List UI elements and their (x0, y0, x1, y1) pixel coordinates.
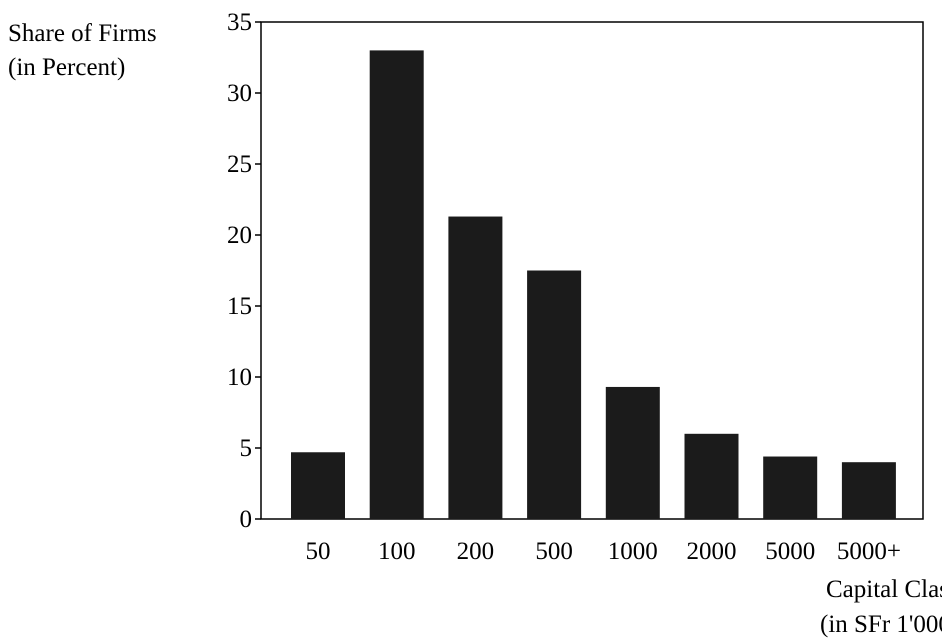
y-tick-label: 25 (227, 151, 252, 178)
y-axis: 0 5 10 15 20 25 30 35 (227, 9, 261, 533)
x-axis: 50 100 200 500 1000 2000 5000 5000+ (306, 538, 901, 565)
y-axis-title-line-2: (in Percent) (8, 54, 125, 81)
bar-100 (369, 50, 424, 520)
y-tick-label: 15 (227, 293, 252, 320)
bar-2000 (684, 433, 739, 519)
x-tick-label: 5000 (765, 538, 815, 565)
x-tick-label: 100 (378, 538, 416, 565)
y-axis-title-line-1: Share of Firms (8, 20, 157, 47)
y-tick-label: 20 (227, 222, 252, 249)
y-tick-label: 35 (227, 9, 252, 36)
x-axis-title-line-1: Capital Classes (826, 576, 942, 603)
bars-group (291, 50, 896, 520)
y-tick-label: 10 (227, 364, 252, 391)
x-tick-label: 50 (306, 538, 331, 565)
bar-5000 (763, 456, 818, 519)
bar-1000 (605, 386, 660, 519)
x-tick-label: 500 (535, 538, 573, 565)
plot-frame (260, 21, 924, 520)
bar-50 (291, 452, 345, 519)
bar-500 (527, 270, 582, 519)
bar-5000-plus (841, 462, 896, 519)
x-tick-label: 1000 (608, 538, 658, 565)
bar-200 (448, 216, 503, 520)
x-axis-title-line-2: (in SFr 1'000) (820, 611, 942, 638)
y-tick-label: 30 (227, 80, 252, 107)
x-tick-label: 200 (457, 538, 495, 565)
y-tick-label: 5 (240, 435, 253, 462)
y-tick-label: 0 (240, 506, 253, 533)
x-tick-label: 5000+ (837, 538, 901, 565)
x-tick-label: 2000 (687, 538, 737, 565)
